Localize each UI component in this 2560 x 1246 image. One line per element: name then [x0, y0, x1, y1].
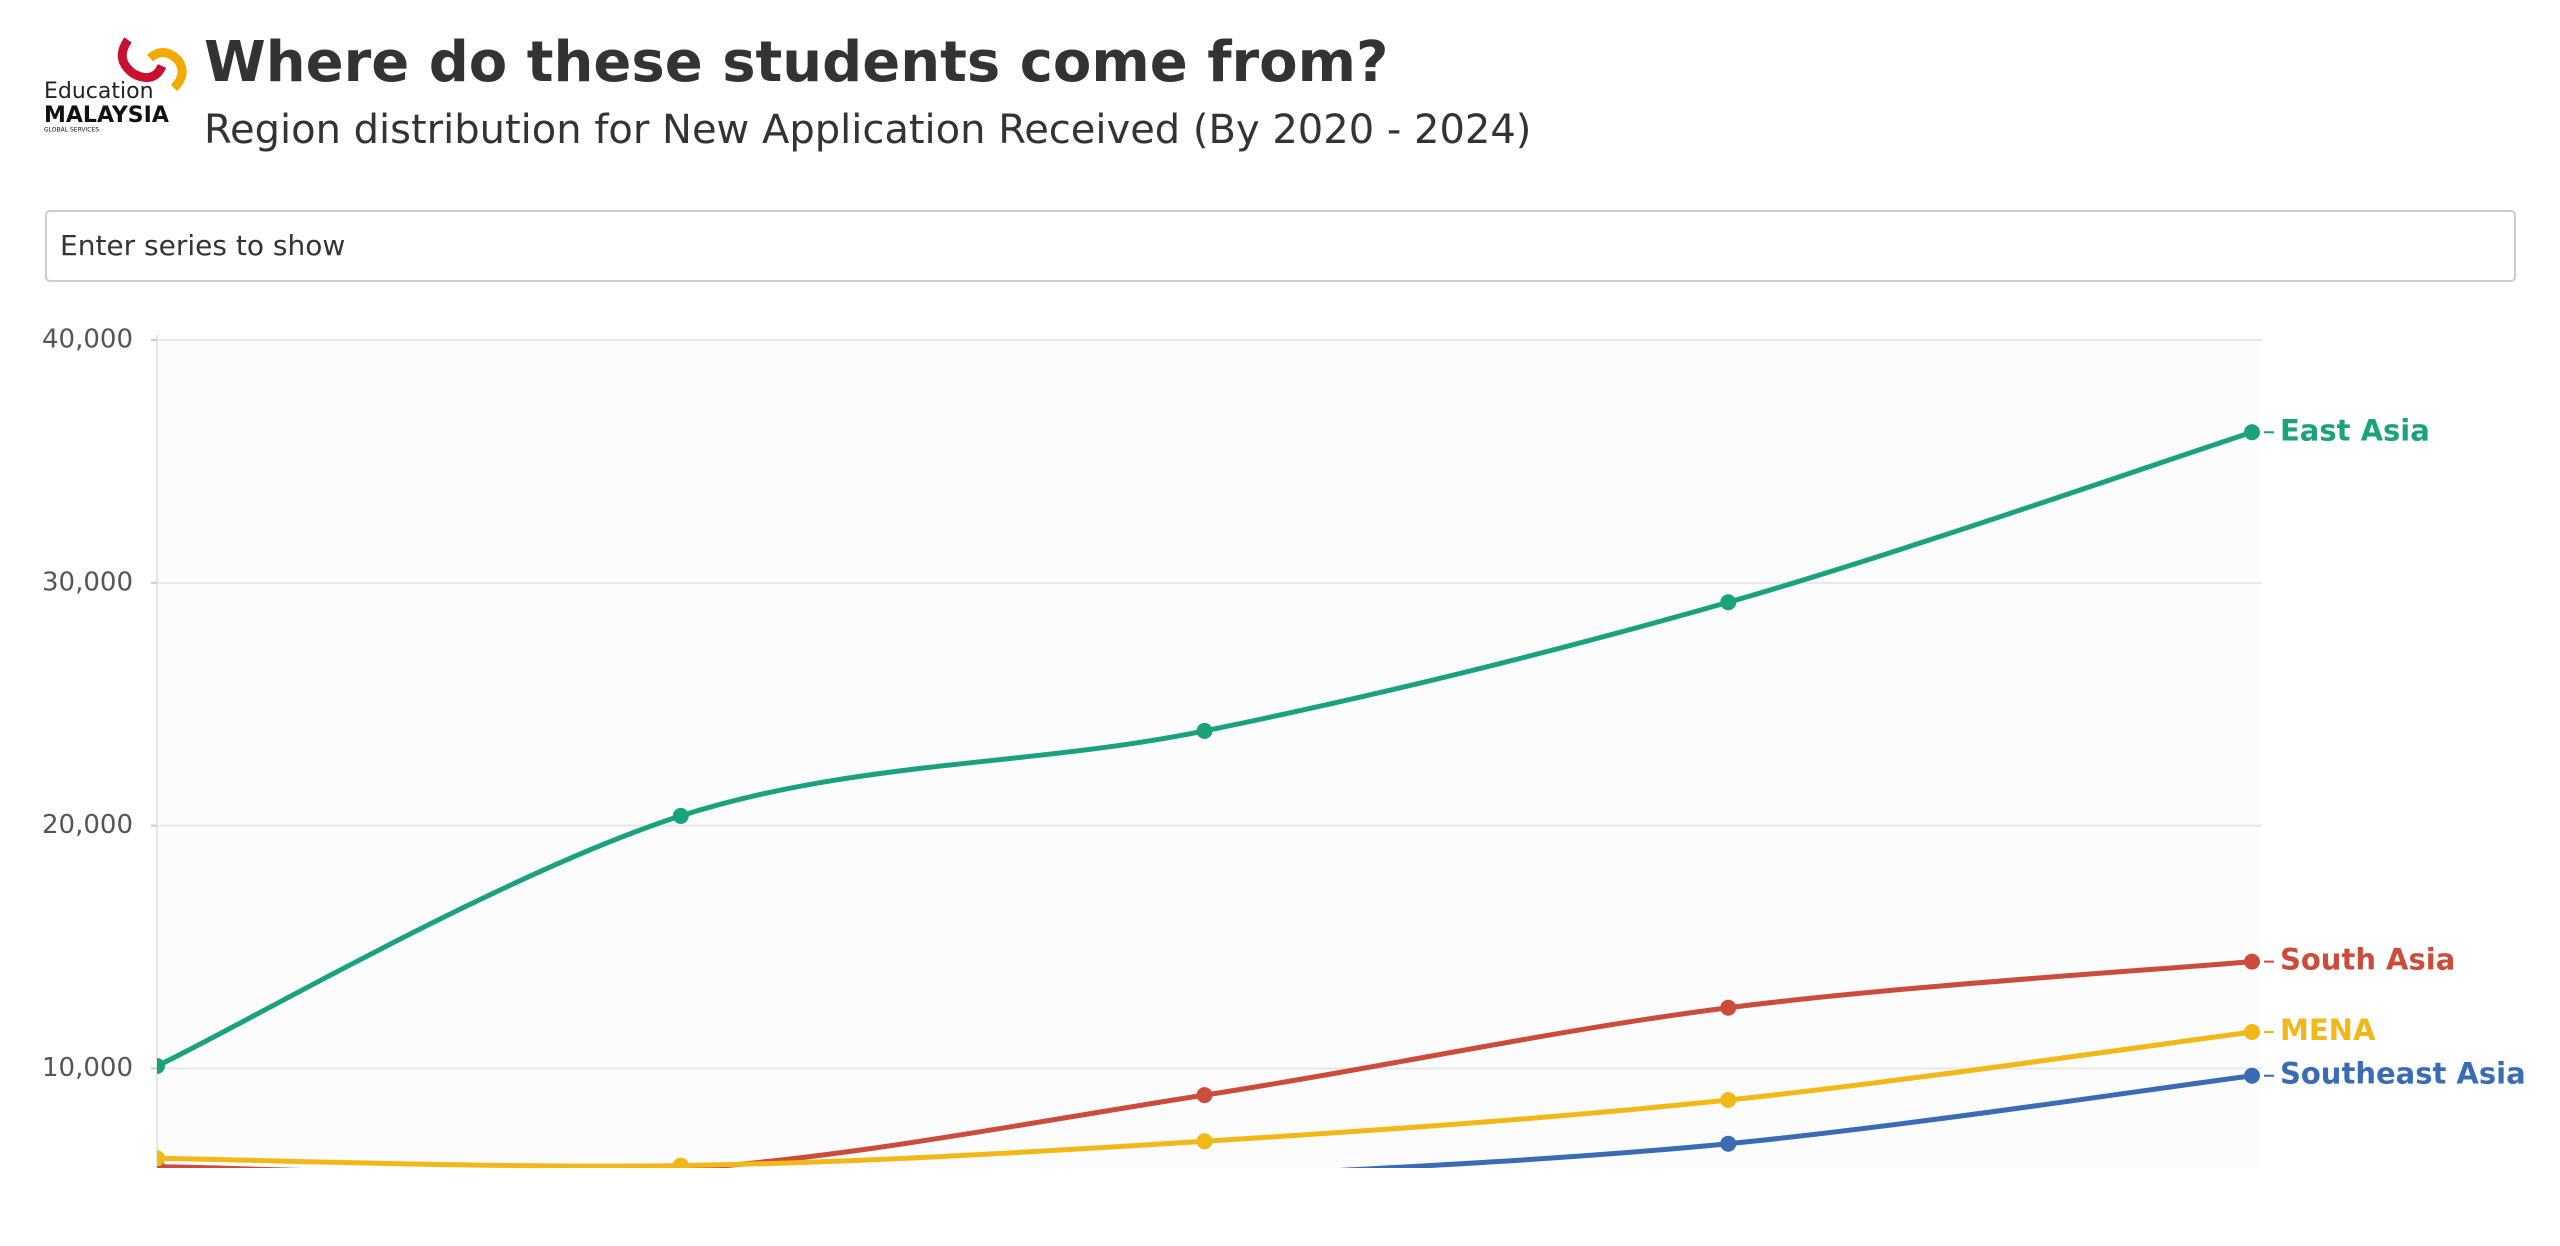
y-tick-label: 20,000 — [42, 810, 133, 840]
data-point — [1196, 722, 1213, 739]
data-point — [1720, 999, 1737, 1016]
y-tick-label: 10,000 — [42, 1053, 133, 1083]
input-placeholder: Enter series to show — [60, 229, 345, 262]
logo-text: GLOBAL SERVICES — [44, 127, 99, 134]
data-point — [2244, 953, 2260, 970]
chart-title: Where do these students come from? — [204, 30, 1388, 95]
series-label: South Asia — [2280, 943, 2455, 977]
data-point — [1196, 1087, 1213, 1104]
data-point — [1196, 1133, 1213, 1150]
series-label: MENA — [2280, 1013, 2376, 1047]
series-line — [1339, 1073, 2253, 1168]
logo-mark — [147, 48, 187, 92]
series-filter-input[interactable] — [45, 210, 2516, 282]
data-point — [672, 1157, 689, 1168]
y-tick-label: 30,000 — [42, 567, 133, 597]
series-label: East Asia — [2280, 413, 2430, 447]
plot-area — [149, 424, 2260, 1222]
data-point — [2244, 1024, 2260, 1041]
data-point — [1720, 1135, 1737, 1152]
data-point — [672, 807, 689, 824]
data-point — [1197, 1170, 1213, 1186]
logo-text: MALAYSIA — [44, 103, 169, 128]
logo: Education MALAYSIA GLOBAL SERVICES — [44, 37, 187, 134]
data-point — [2244, 1067, 2260, 1084]
data-point — [1720, 594, 1737, 611]
data-point — [157, 1058, 165, 1075]
chart-subtitle: Region distribution for New Application … — [204, 107, 1531, 153]
data-point — [2244, 424, 2260, 441]
data-point — [149, 1206, 165, 1222]
y-tick-label: 40,000 — [42, 325, 133, 355]
plot-background — [157, 340, 2258, 1168]
logo-text: Education — [44, 79, 154, 104]
data-point — [673, 1194, 689, 1210]
data-point — [157, 1150, 165, 1167]
logo-mark — [117, 37, 167, 83]
data-point — [1720, 1092, 1737, 1109]
series-label: Southeast Asia — [2280, 1057, 2526, 1091]
